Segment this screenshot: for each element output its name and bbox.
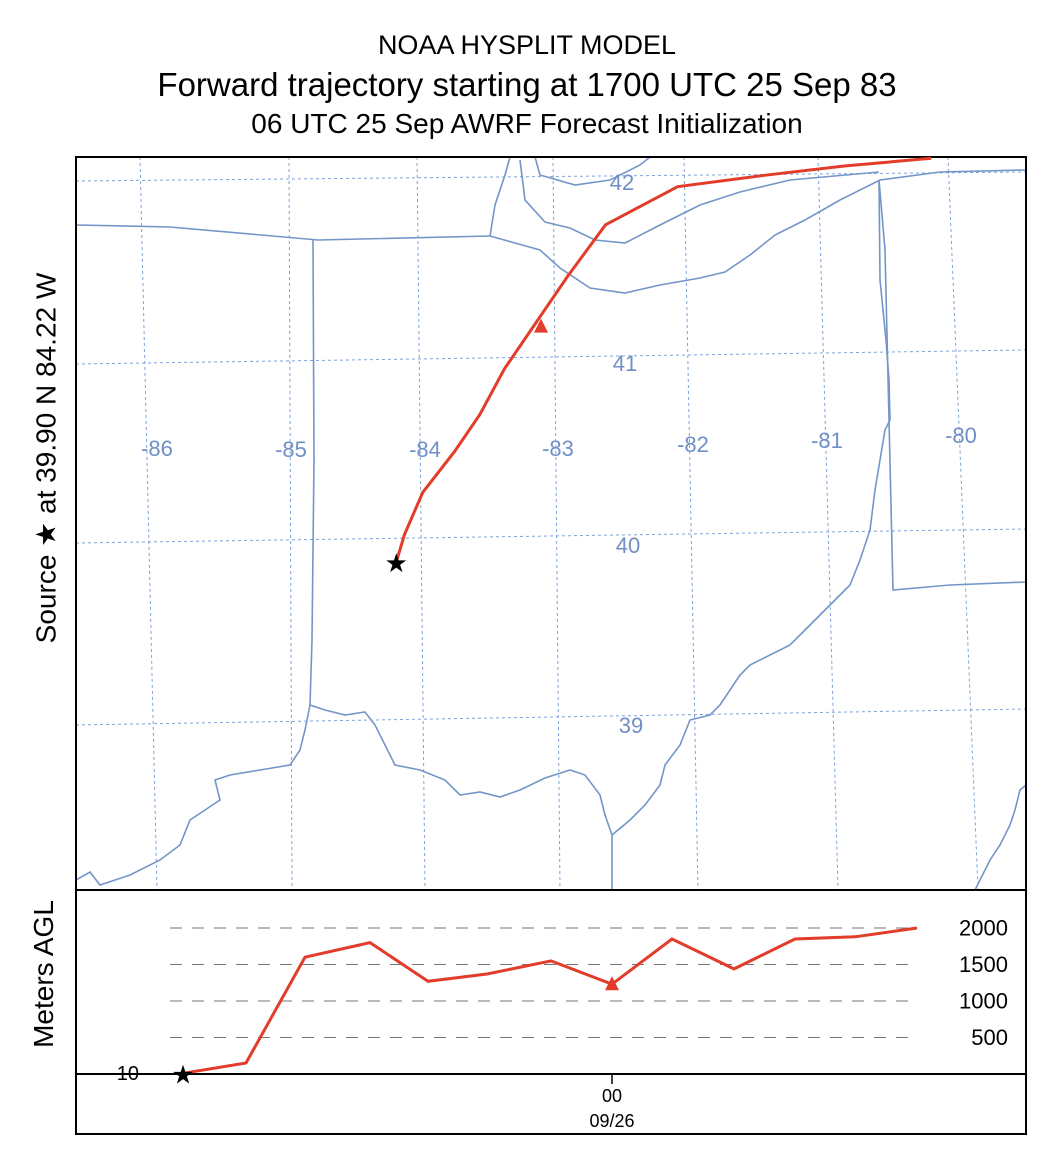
- lon-gridline-84: [416, 157, 426, 890]
- detroit-river: [534, 157, 651, 186]
- kentucky-border-west: [76, 704, 311, 886]
- map-graticule: [76, 157, 1026, 890]
- source-star-marker: ★: [385, 548, 408, 578]
- lat-gridline-40: [76, 528, 1026, 544]
- lon-gridline-80: [947, 157, 979, 890]
- lon-gridline-83: [552, 157, 561, 890]
- height-source-star: ★: [171, 1059, 194, 1089]
- lon-gridline-86: [139, 157, 158, 890]
- longitude-label-83: -83: [542, 436, 574, 461]
- latitude-label-40: 40: [616, 533, 640, 558]
- latitude-label-42: 42: [610, 170, 634, 195]
- start-height-label: 10: [117, 1063, 139, 1085]
- map-borders: [76, 157, 1026, 890]
- lat-gridline-39: [76, 708, 1026, 726]
- longitude-label-81: -81: [811, 428, 843, 453]
- longitude-label-85: -85: [275, 437, 307, 462]
- lon-gridline-85: [288, 157, 293, 890]
- longitude-label-82: -82: [677, 432, 709, 457]
- chart-title-trajectory: Forward trajectory starting at 1700 UTC …: [157, 66, 897, 103]
- lat-gridline-42: [76, 171, 1026, 182]
- height-profile-line: [182, 926, 918, 1075]
- michigan-indiana-border: [76, 224, 491, 241]
- height-reference-label: 500: [971, 1025, 1008, 1050]
- time-tick-date: 09/26: [589, 1111, 634, 1131]
- height-reference-levels: 500 1000 1500 2000: [170, 916, 1008, 1050]
- lon-gridline-81: [817, 157, 839, 890]
- michigan-shore: [489, 157, 511, 237]
- time-tick-label: 00: [602, 1086, 622, 1106]
- chart-subtitle-forecast: 06 UTC 25 Sep AWRF Forecast Initializati…: [251, 108, 803, 139]
- map-frame: [75, 156, 1027, 891]
- longitude-label-86: -86: [141, 436, 173, 461]
- latitude-label-39: 39: [619, 713, 643, 738]
- ohio-river: [309, 704, 613, 890]
- height-reference-label: 1500: [959, 952, 1008, 977]
- lat-gridline-41: [76, 349, 1026, 365]
- height-reference-label: 1000: [959, 989, 1008, 1014]
- height-reference-label: 2000: [959, 916, 1008, 941]
- ohio-pennsylvania-border: [878, 179, 1026, 591]
- lake-erie-north-shore: [519, 159, 880, 244]
- trajectory-interval-marker: [534, 318, 548, 333]
- lon-gridline-82: [683, 157, 699, 890]
- chart-title-model: NOAA HYSPLIT MODEL: [377, 30, 677, 60]
- longitude-label-80: -80: [945, 423, 977, 448]
- ohio-river-east: [611, 179, 891, 836]
- height-interval-marker: [605, 976, 619, 991]
- indiana-ohio-border: [309, 239, 315, 706]
- west-virginia-border: [974, 784, 1026, 890]
- longitude-label-84: -84: [409, 437, 441, 462]
- height-panel-frame: [75, 889, 1027, 1135]
- latitude-label-41: 41: [613, 351, 637, 376]
- trajectory-path: [394, 156, 932, 563]
